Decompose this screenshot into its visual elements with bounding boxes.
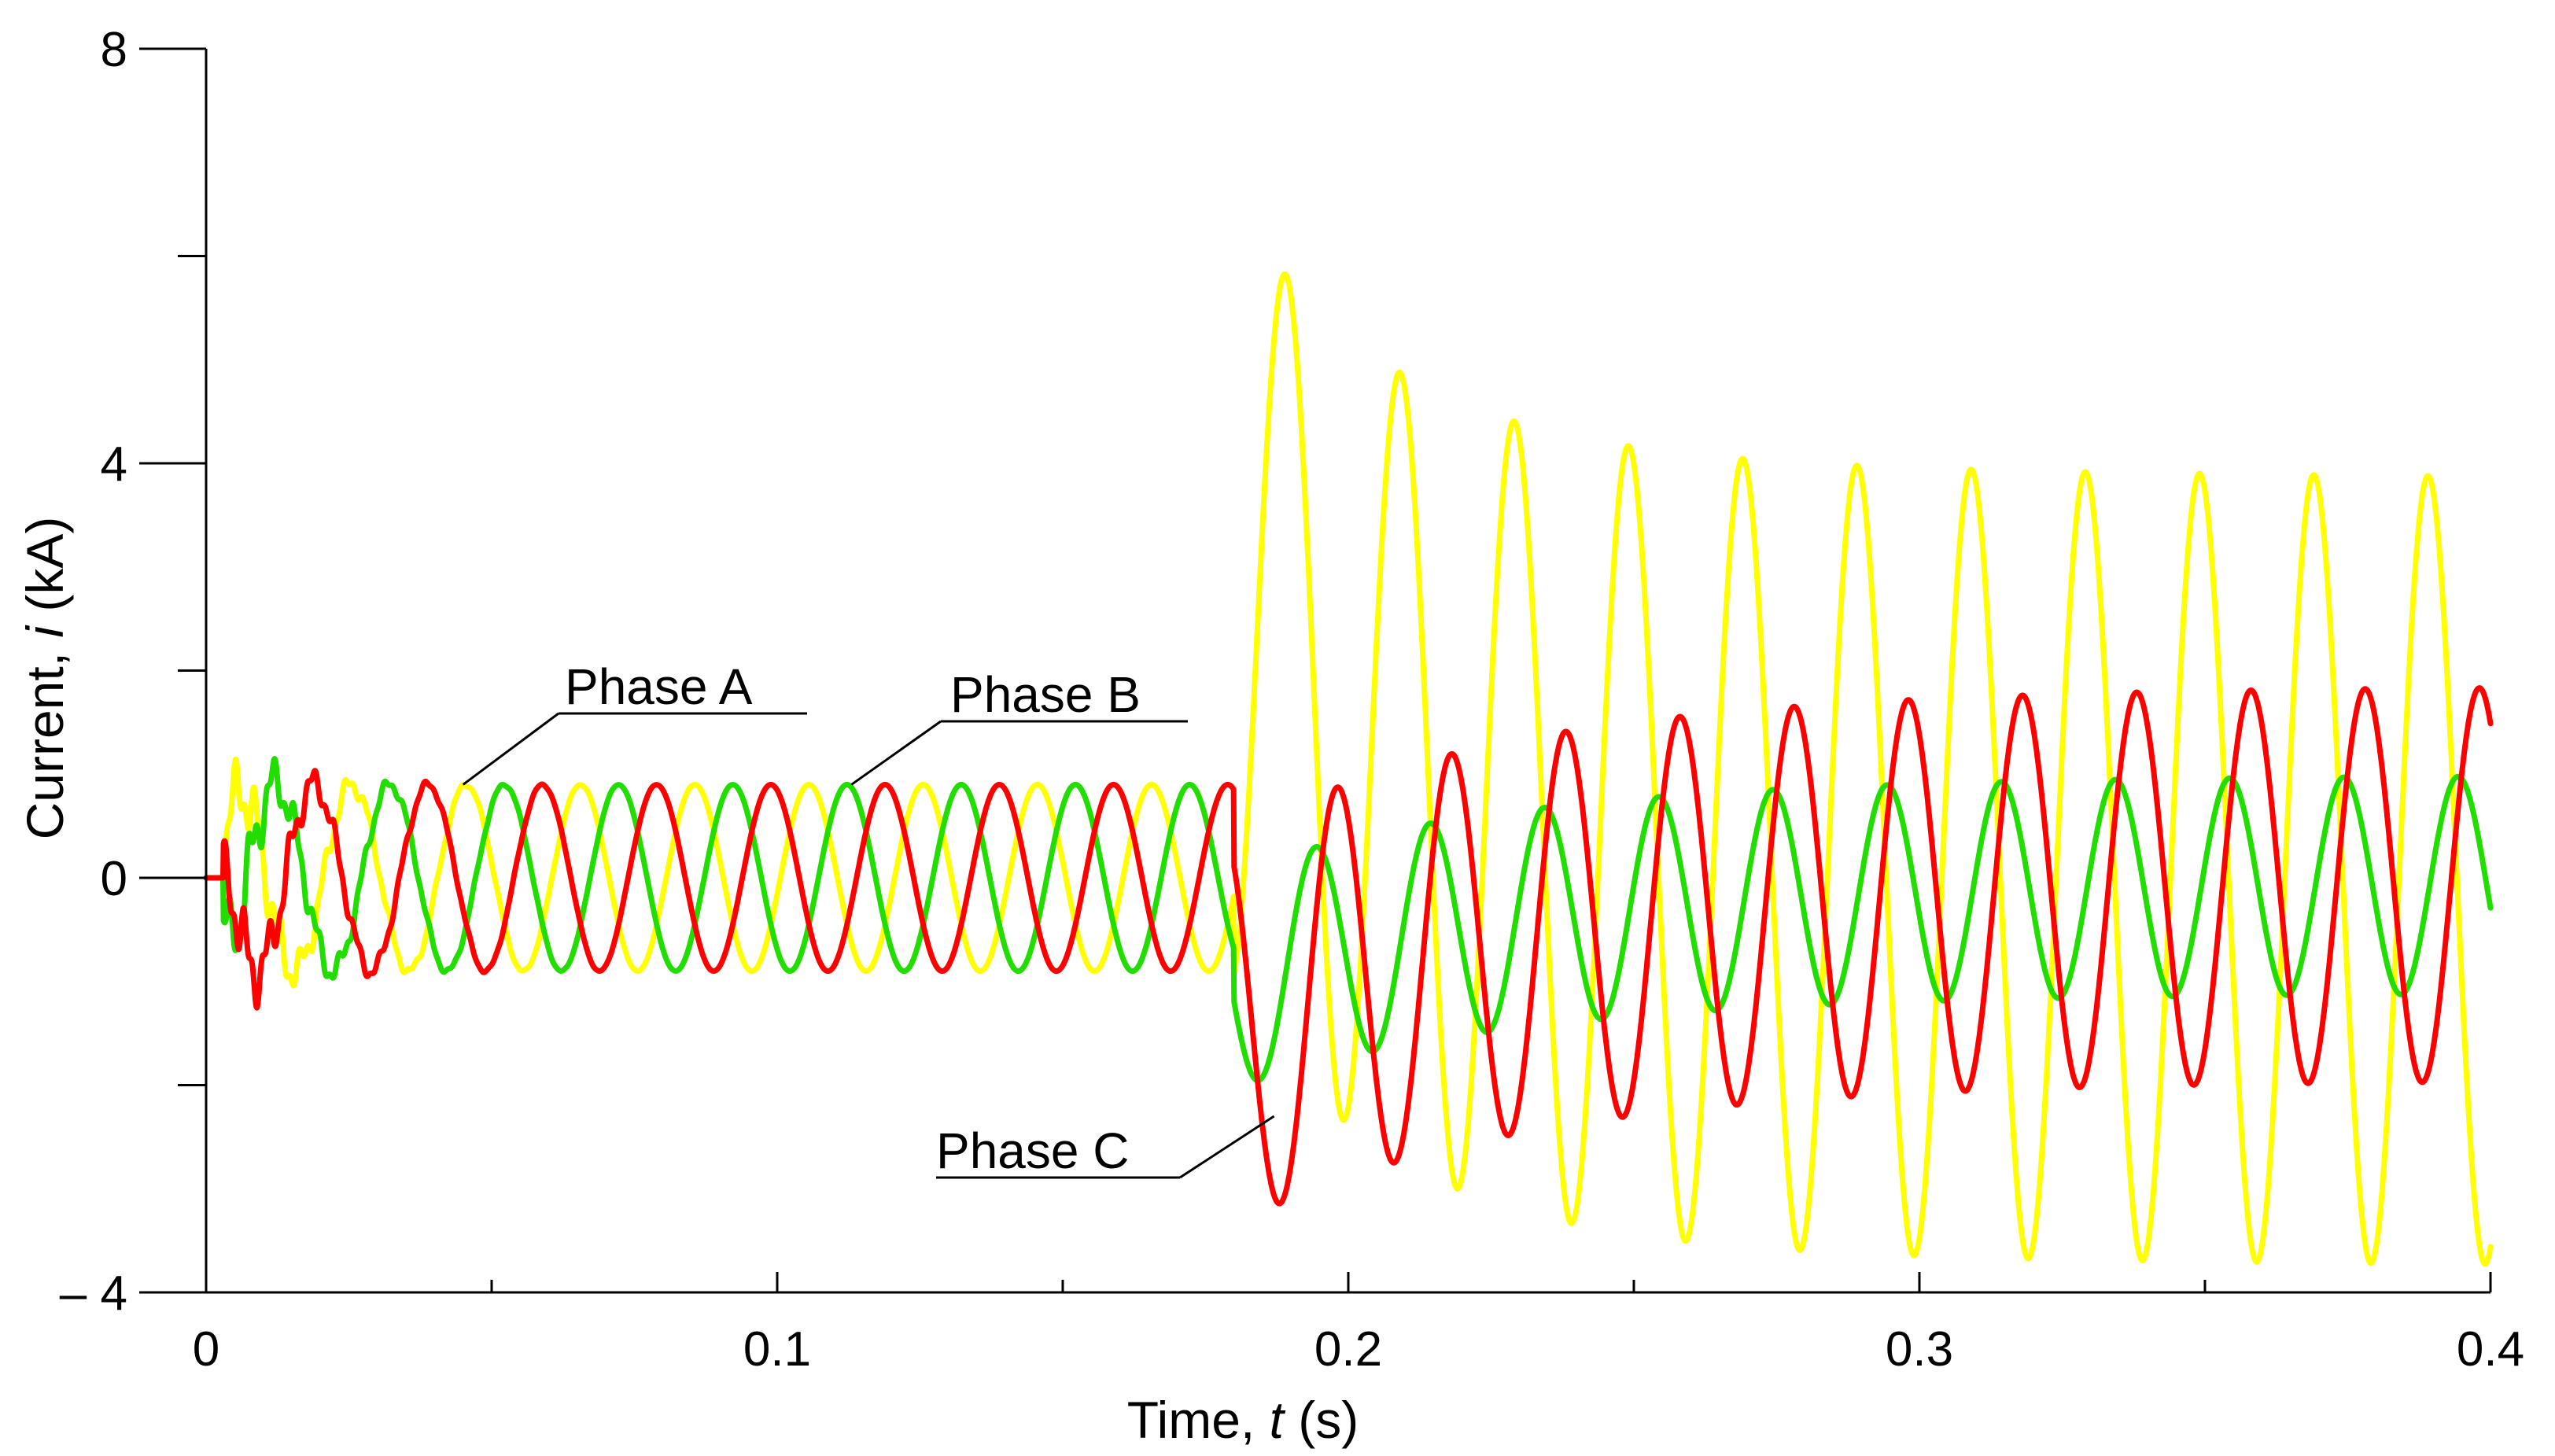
x-tick-label: 0.3 bbox=[1886, 1322, 1953, 1377]
y-tick-label: 4 bbox=[101, 437, 127, 492]
ticks: 0 0.1 0.2 0.3 0.4 – 4 0 4 8 bbox=[60, 23, 2524, 1377]
label-phase-c: Phase C bbox=[936, 1122, 1129, 1179]
y-tick-label: 0 bbox=[101, 852, 127, 906]
series-phase-c bbox=[203, 685, 2494, 1207]
x-axis-label: Time, t (s) bbox=[1127, 1391, 1359, 1449]
series-phase-b bbox=[203, 756, 2494, 1084]
y-tick-label: – 4 bbox=[60, 1266, 127, 1321]
phase-labels: Phase A Phase B Phase C bbox=[462, 658, 1275, 1179]
label-phase-b: Phase B bbox=[950, 666, 1141, 723]
leader-phase-b bbox=[850, 720, 942, 786]
x-tick-label: 0.1 bbox=[743, 1322, 811, 1377]
x-tick-label: 0.2 bbox=[1314, 1322, 1382, 1377]
series-phase-a bbox=[203, 271, 2494, 1267]
x-tick-label: 0 bbox=[193, 1322, 219, 1377]
y-tick-label: 8 bbox=[101, 23, 127, 77]
series-layer bbox=[203, 271, 2494, 1267]
leader-phase-c bbox=[1179, 1115, 1275, 1179]
label-phase-a: Phase A bbox=[565, 658, 753, 715]
leader-phase-a bbox=[462, 712, 559, 786]
y-axis-label: Current, i (kA) bbox=[16, 517, 74, 840]
x-tick-label: 0.4 bbox=[2457, 1322, 2524, 1377]
